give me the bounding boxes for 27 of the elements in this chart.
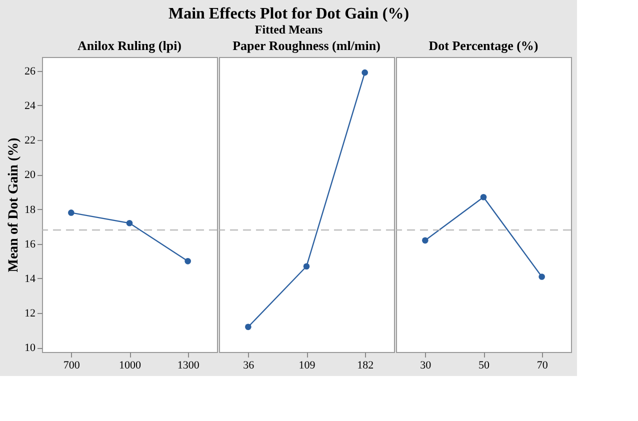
x-tick-label: 36 xyxy=(243,360,255,372)
chart-subtitle: Fitted Means xyxy=(254,22,323,36)
x-tick-label: 70 xyxy=(536,360,548,372)
x-tick-label: 1300 xyxy=(177,360,200,372)
y-tick-label: 12 xyxy=(24,308,36,320)
x-axis-title: Dot Percentage (%) xyxy=(428,38,538,53)
x-axis-title: Anilox Ruling (lpi) xyxy=(77,38,182,53)
y-tick-label: 14 xyxy=(24,272,36,285)
x-tick-label: 50 xyxy=(478,360,490,372)
x-tick-label: 182 xyxy=(357,360,374,372)
y-tick-label: 18 xyxy=(24,204,36,216)
y-axis-title: Mean of Dot Gain (%) xyxy=(6,137,22,272)
y-tick-label: 24 xyxy=(24,100,36,112)
x-axis-title: Paper Roughness (ml/min) xyxy=(232,38,380,53)
chart-title: Main Effects Plot for Dot Gain (%) xyxy=(168,6,410,22)
point xyxy=(184,258,191,264)
x-tick-label: 109 xyxy=(298,360,316,372)
point xyxy=(126,220,133,226)
point xyxy=(68,210,74,216)
y-tick-label: 20 xyxy=(24,169,36,182)
x-tick-label: 1000 xyxy=(119,360,142,372)
y-tick-label: 26 xyxy=(24,65,36,78)
y-tick-label: 22 xyxy=(24,134,36,147)
x-tick-label: 700 xyxy=(63,360,80,372)
x-tick-label: 30 xyxy=(420,360,432,372)
y-tick-label: 10 xyxy=(24,342,36,354)
y-tick-label: 16 xyxy=(24,238,36,250)
